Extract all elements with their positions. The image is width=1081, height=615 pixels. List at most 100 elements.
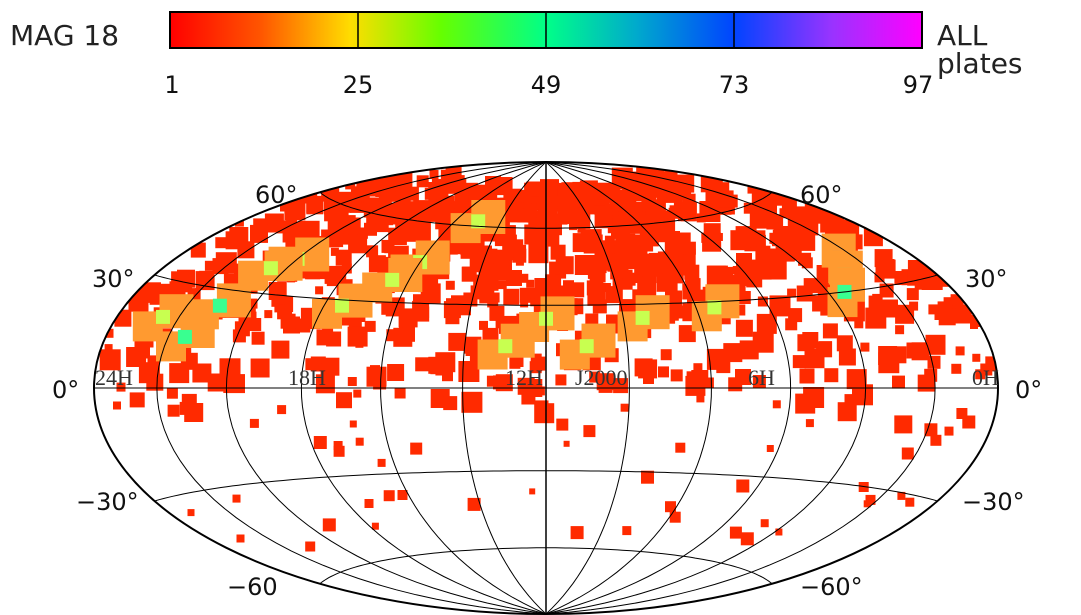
coverage-cell (305, 358, 318, 371)
coverage-cell (666, 231, 680, 245)
coverage-cell (781, 197, 797, 213)
coverage-cell (415, 357, 430, 372)
dec-label-left-m60: −60 (227, 573, 278, 601)
coverage-cell (135, 302, 144, 311)
coverage-cell (569, 282, 585, 298)
coverage-cell (838, 348, 856, 366)
coverage-cell (527, 181, 543, 197)
coverage-cell (604, 235, 615, 246)
coverage-cell (572, 233, 592, 253)
coverage-cell (909, 301, 919, 311)
coverage-cell (766, 445, 774, 452)
coverage-cell (556, 418, 569, 431)
coverage-cell (752, 375, 766, 388)
coverage-cell (585, 313, 599, 327)
coverage-cell (611, 229, 620, 239)
coverage-cell (495, 180, 511, 196)
coverage-cell (740, 532, 754, 546)
coverage-cell (305, 541, 316, 552)
coverage-cell (366, 245, 379, 258)
coverage-cell (632, 289, 644, 301)
coverage-cell (707, 300, 722, 315)
coverage-cell (792, 355, 806, 369)
coverage-cell (801, 257, 813, 269)
coverage-cell (824, 368, 839, 383)
coverage-cell (844, 394, 854, 404)
coverage-cell (552, 289, 562, 299)
coverage-cell (349, 420, 357, 428)
coverage-cell (682, 241, 696, 255)
coverage-cell (394, 387, 406, 399)
coverage-cell (760, 519, 769, 528)
coverage-cell (445, 280, 455, 290)
coverage-cell (169, 363, 190, 384)
coverage-cell (315, 286, 324, 295)
coverage-cell (526, 279, 535, 288)
coverage-cell (772, 400, 781, 409)
coverage-cell (875, 259, 895, 278)
coverage-cell (678, 325, 696, 343)
dec-label-right-30: 30° (965, 265, 1008, 293)
colorbar-tick-49: 49 (530, 71, 562, 99)
coverage-cell (179, 401, 193, 415)
coverage-cell (906, 288, 919, 301)
coverage-cell (775, 528, 783, 536)
coverage-cell (812, 295, 829, 312)
coverage-cell (465, 343, 479, 356)
coverage-cell (263, 261, 278, 276)
coverage-cell (377, 458, 386, 467)
coverage-cell (232, 494, 241, 503)
colorbar-tick-97: 97 (902, 71, 934, 99)
coverage-cell (907, 260, 929, 281)
coverage-cell (326, 331, 342, 347)
ra-label-12h: 12H (505, 365, 543, 390)
colorbar-tick-73: 73 (718, 71, 750, 99)
coverage-cell (192, 363, 212, 383)
coverage-cell (762, 248, 779, 265)
dec-label-right-m30: −30° (962, 488, 1025, 516)
coverage-cell (734, 304, 746, 316)
coverage-cell (515, 257, 524, 266)
coverage-cell (836, 335, 853, 352)
coverage-cell (416, 206, 432, 222)
coverage-cell (528, 243, 549, 264)
coverage-cell (635, 310, 650, 325)
coverage-cell (204, 260, 215, 271)
coverage-cell (271, 340, 290, 359)
coverage-cell (752, 331, 774, 353)
coverage-cell (860, 342, 870, 352)
coverage-cell (384, 214, 393, 223)
coverage-cell (693, 363, 703, 373)
coverage-cell (723, 343, 743, 363)
coverage-cell (705, 190, 723, 208)
coverage-cell (313, 436, 327, 449)
coverage-cell (520, 299, 529, 308)
coverage-cell (927, 355, 941, 369)
coverage-cell (446, 164, 457, 175)
coverage-cell (570, 526, 584, 540)
coverage-cell (442, 370, 453, 382)
coverage-cell (404, 201, 414, 211)
coverage-cell (598, 253, 616, 271)
coverage-cell (952, 304, 972, 324)
coverage-cell (779, 208, 790, 219)
coverage-cell (333, 445, 345, 457)
coverage-cell (497, 280, 507, 290)
coverage-cell (187, 509, 195, 517)
coverage-cell (735, 226, 757, 248)
coverage-cell (743, 202, 755, 214)
coverage-cell (207, 373, 226, 392)
coverage-cell (545, 185, 558, 198)
coverage-cell (702, 232, 722, 252)
coverage-cell (950, 294, 962, 306)
coverage-cell (865, 307, 887, 329)
coverage-cell (434, 195, 455, 216)
dec-label-right-0: 0° (1015, 376, 1042, 404)
coverage-cell (555, 374, 567, 386)
coverage-cell (852, 384, 873, 406)
ra-label-0h: 0H (972, 365, 999, 390)
coverage-cell (680, 206, 696, 222)
coverage-cell (446, 298, 454, 307)
coverage-cell (620, 403, 629, 412)
